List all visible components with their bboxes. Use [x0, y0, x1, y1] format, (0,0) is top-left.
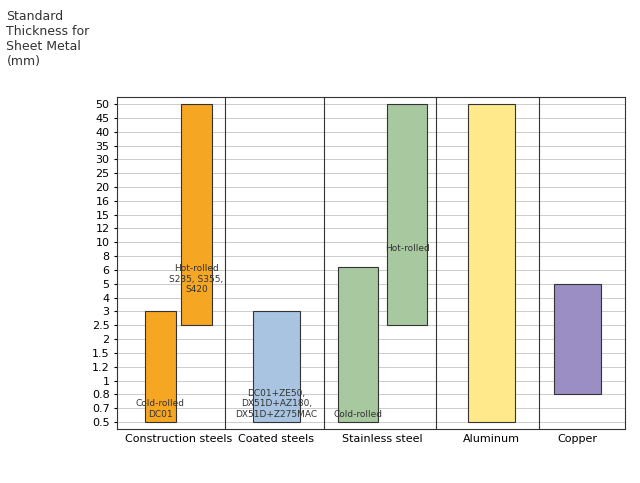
Text: Cold-rolled
DC01: Cold-rolled DC01 — [136, 399, 185, 419]
Text: Cold-rolled: Cold-rolled — [333, 410, 383, 419]
Bar — [387, 104, 427, 325]
Text: Hot-rolled
S235, S355,
S420: Hot-rolled S235, S355, S420 — [169, 264, 223, 294]
Bar — [554, 284, 602, 395]
Text: Hot-rolled: Hot-rolled — [385, 244, 429, 253]
Bar — [145, 312, 176, 422]
Bar — [468, 104, 515, 422]
Bar — [181, 104, 212, 325]
Bar — [339, 267, 378, 422]
Bar — [253, 312, 300, 422]
Text: Standard
Thickness for
Sheet Metal
(mm): Standard Thickness for Sheet Metal (mm) — [6, 10, 90, 68]
Text: DC01+ZE50,
DX51D+AZ180,
DX51D+Z275MAC: DC01+ZE50, DX51D+AZ180, DX51D+Z275MAC — [236, 389, 317, 419]
